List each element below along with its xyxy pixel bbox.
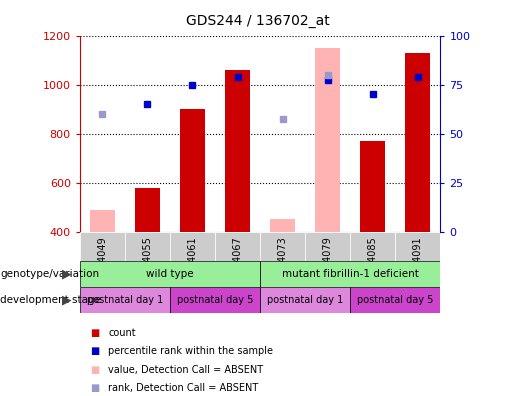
Bar — [180, 109, 205, 232]
Bar — [225, 70, 250, 232]
Bar — [350, 232, 396, 261]
Bar — [90, 209, 115, 232]
Text: ▶: ▶ — [62, 268, 72, 281]
Bar — [405, 53, 430, 232]
Text: GSM4055: GSM4055 — [143, 236, 152, 283]
Text: count: count — [108, 327, 136, 338]
Text: ■: ■ — [90, 365, 99, 375]
Bar — [80, 232, 125, 261]
Text: wild type: wild type — [146, 269, 194, 279]
Bar — [125, 232, 170, 261]
Text: ■: ■ — [90, 346, 99, 356]
Text: ■: ■ — [90, 383, 99, 394]
Bar — [360, 141, 385, 232]
Bar — [135, 188, 160, 232]
Text: GSM4079: GSM4079 — [323, 236, 333, 283]
Text: GSM4049: GSM4049 — [97, 236, 107, 283]
Text: postnatal day 1: postnatal day 1 — [267, 295, 344, 305]
Text: GSM4067: GSM4067 — [233, 236, 243, 283]
Bar — [170, 287, 260, 313]
Bar — [260, 232, 305, 261]
Text: mutant fibrillin-1 deficient: mutant fibrillin-1 deficient — [282, 269, 419, 279]
Bar — [315, 48, 340, 232]
Bar — [80, 287, 170, 313]
Bar — [260, 261, 440, 287]
Text: GSM4085: GSM4085 — [368, 236, 377, 283]
Bar — [260, 287, 350, 313]
Text: ■: ■ — [90, 327, 99, 338]
Text: postnatal day 5: postnatal day 5 — [357, 295, 434, 305]
Text: percentile rank within the sample: percentile rank within the sample — [108, 346, 273, 356]
Bar — [80, 261, 260, 287]
Text: development stage: development stage — [0, 295, 101, 305]
Text: value, Detection Call = ABSENT: value, Detection Call = ABSENT — [108, 365, 263, 375]
Text: ▶: ▶ — [62, 293, 72, 307]
Text: genotype/variation: genotype/variation — [0, 269, 99, 279]
Bar — [305, 232, 350, 261]
Text: rank, Detection Call = ABSENT: rank, Detection Call = ABSENT — [108, 383, 259, 394]
Text: GSM4073: GSM4073 — [278, 236, 287, 283]
Bar — [396, 232, 440, 261]
Text: GDS244 / 136702_at: GDS244 / 136702_at — [185, 14, 330, 28]
Text: postnatal day 5: postnatal day 5 — [177, 295, 253, 305]
Bar — [215, 232, 260, 261]
Text: GSM4091: GSM4091 — [413, 236, 423, 283]
Bar — [270, 219, 295, 232]
Text: GSM4061: GSM4061 — [187, 236, 197, 283]
Bar — [350, 287, 440, 313]
Bar — [170, 232, 215, 261]
Text: postnatal day 1: postnatal day 1 — [87, 295, 163, 305]
